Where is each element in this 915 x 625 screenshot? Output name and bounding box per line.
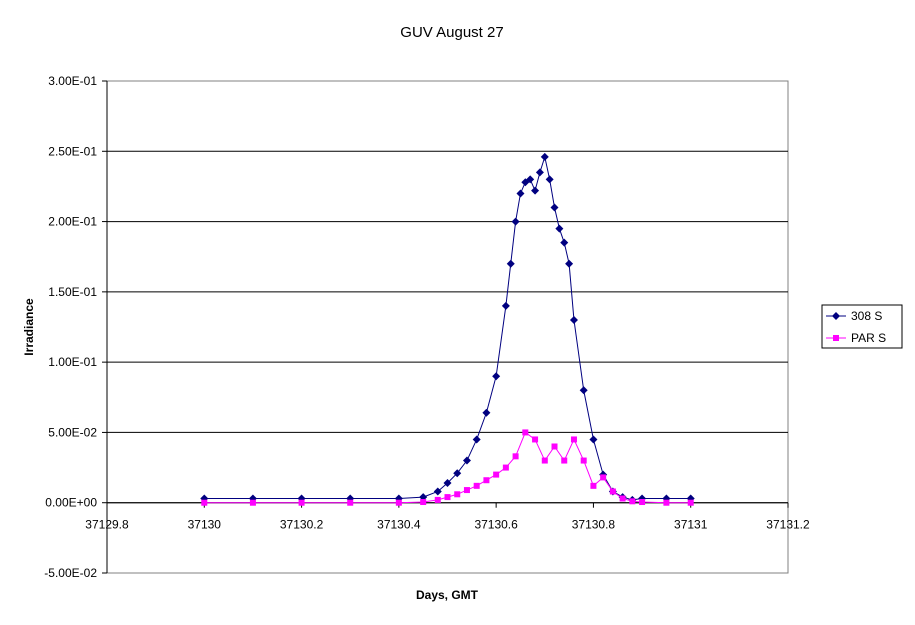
data-point-308-s bbox=[443, 479, 452, 488]
data-point-par-s bbox=[444, 494, 451, 501]
legend: 308 S PAR S bbox=[821, 304, 903, 349]
chart-title: GUV August 27 bbox=[400, 24, 503, 41]
data-point-308-s bbox=[506, 259, 515, 268]
data-point-par-s bbox=[420, 499, 427, 506]
data-point-par-s bbox=[570, 436, 577, 443]
y-tick-label: 0.00E+00 bbox=[45, 496, 97, 510]
data-point-par-s bbox=[541, 457, 548, 464]
data-point-308-s bbox=[555, 224, 564, 233]
y-tick-label: 1.50E-01 bbox=[48, 285, 97, 299]
data-point-par-s bbox=[590, 482, 597, 489]
data-point-par-s bbox=[454, 491, 461, 498]
data-point-308-s bbox=[535, 168, 544, 177]
data-point-par-s bbox=[483, 477, 490, 484]
y-axis-title: Irradiance bbox=[22, 298, 36, 356]
data-point-par-s bbox=[639, 499, 646, 506]
data-point-par-s bbox=[600, 474, 607, 481]
x-tick-label: 37130.2 bbox=[280, 518, 324, 532]
x-tick-label: 37131 bbox=[674, 518, 708, 532]
data-point-par-s bbox=[629, 498, 636, 505]
data-point-par-s bbox=[395, 499, 402, 506]
x-axis-title: Days, GMT bbox=[416, 588, 479, 602]
data-point-par-s bbox=[249, 499, 256, 506]
data-point-308-s bbox=[511, 217, 520, 226]
y-axis-tick-labels: -5.00E-02 0.00E+00 5.00E-02 1.00E-01 1.50E-0… bbox=[44, 74, 97, 580]
legend-label-par-s: PAR S bbox=[851, 331, 886, 345]
data-point-par-s bbox=[512, 453, 519, 460]
data-point-308-s bbox=[462, 456, 471, 465]
data-point-308-s bbox=[565, 259, 574, 268]
data-point-par-s bbox=[493, 471, 500, 478]
data-point-par-s bbox=[502, 464, 509, 471]
x-tick-label: 37130 bbox=[188, 518, 222, 532]
data-point-par-s bbox=[619, 495, 626, 502]
data-point-308-s bbox=[433, 487, 442, 496]
data-point-308-s bbox=[501, 301, 510, 310]
legend-label-308-s: 308 S bbox=[851, 309, 882, 323]
data-point-par-s bbox=[532, 436, 539, 443]
data-point-par-s bbox=[663, 499, 670, 506]
data-point-308-s bbox=[516, 189, 525, 198]
x-tick-label: 37131.2 bbox=[766, 518, 810, 532]
data-point-par-s bbox=[609, 488, 616, 495]
data-point-308-s bbox=[579, 386, 588, 395]
data-point-308-s bbox=[453, 469, 462, 478]
y-tick-label: 1.00E-01 bbox=[48, 355, 97, 369]
series-par-s bbox=[201, 429, 694, 506]
legend-marker-308-s bbox=[832, 312, 840, 320]
data-point-par-s bbox=[473, 482, 480, 489]
data-point-par-s bbox=[687, 499, 694, 506]
data-point-308-s bbox=[545, 175, 554, 184]
data-point-308-s bbox=[560, 238, 569, 247]
data-point-308-s bbox=[540, 152, 549, 161]
data-point-308-s bbox=[569, 315, 578, 324]
y-tick-label: 2.00E-01 bbox=[48, 215, 97, 229]
data-point-par-s bbox=[522, 429, 529, 436]
data-point-308-s bbox=[492, 372, 501, 381]
data-point-par-s bbox=[551, 443, 558, 450]
x-tick-label: 37130.6 bbox=[474, 518, 518, 532]
data-point-308-s bbox=[526, 175, 535, 184]
data-point-308-s bbox=[589, 435, 598, 444]
y-tick-label: -5.00E-02 bbox=[44, 566, 97, 580]
data-point-308-s bbox=[550, 203, 559, 212]
plot-area bbox=[106, 80, 789, 574]
legend-marker-par-s bbox=[833, 335, 839, 341]
data-point-par-s bbox=[347, 499, 354, 506]
y-tick-label: 2.50E-01 bbox=[48, 144, 97, 158]
x-tick-label: 37130.8 bbox=[572, 518, 616, 532]
x-tick-label: 37130.4 bbox=[377, 518, 421, 532]
data-point-308-s bbox=[472, 435, 481, 444]
data-point-308-s bbox=[531, 186, 540, 195]
data-point-par-s bbox=[463, 487, 470, 494]
data-point-par-s bbox=[561, 457, 568, 464]
y-tick-label: 5.00E-02 bbox=[48, 425, 97, 439]
data-point-308-s bbox=[482, 408, 491, 417]
data-point-par-s bbox=[434, 496, 441, 503]
data-point-par-s bbox=[298, 499, 305, 506]
data-point-par-s bbox=[580, 457, 587, 464]
data-point-par-s bbox=[201, 499, 208, 506]
y-tick-label: 3.00E-01 bbox=[48, 74, 97, 88]
